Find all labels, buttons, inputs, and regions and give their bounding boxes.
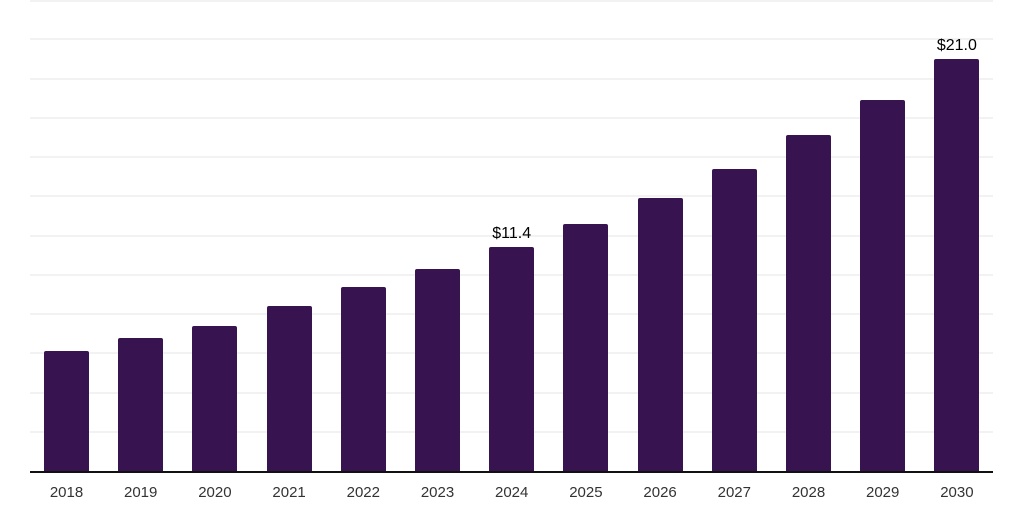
- bar-2030: [934, 58, 980, 471]
- gridline: [30, 195, 993, 198]
- bar-2026: [637, 198, 683, 471]
- x-tick-2019: 2019: [124, 484, 158, 501]
- x-tick-2029: 2029: [866, 484, 900, 501]
- bar-2027: [711, 168, 757, 471]
- bar-2019: [118, 337, 164, 471]
- gridline: [30, 156, 993, 158]
- x-axis-labels: 2018 2019 2020 2021 2022 2023 2024 2025 2026 2027…: [30, 481, 993, 511]
- bar-2022: [340, 286, 386, 471]
- bar-2029: [860, 100, 906, 471]
- data-label-2024: $11.4: [492, 225, 532, 243]
- x-tick-2025: 2025: [569, 484, 603, 501]
- gridline: [30, 0, 993, 2]
- x-tick-2018: 2018: [49, 484, 84, 501]
- x-tick-2027: 2027: [717, 484, 751, 501]
- x-tick-2023: 2023: [420, 484, 455, 501]
- gridline: [30, 77, 993, 80]
- bar-2024: [489, 247, 535, 471]
- bar-2023: [415, 268, 460, 471]
- x-tick-2022: 2022: [346, 484, 380, 501]
- x-tick-2030: 2030: [940, 484, 974, 501]
- x-tick-2026: 2026: [643, 484, 677, 501]
- data-label-2030: $21.0: [936, 36, 977, 54]
- bar-2020: [192, 325, 238, 471]
- gridline: [30, 116, 993, 119]
- gridline: [30, 38, 993, 41]
- bar-2025: [563, 223, 609, 471]
- bar-2021: [266, 306, 312, 471]
- plot-area: $11.4 $21.0: [30, 0, 993, 473]
- x-tick-2024: 2024: [495, 484, 529, 501]
- bar-2018: [44, 351, 89, 471]
- x-tick-2021: 2021: [272, 484, 306, 501]
- bar-2028: [786, 135, 831, 471]
- x-tick-2028: 2028: [791, 484, 826, 501]
- x-tick-2020: 2020: [198, 484, 232, 501]
- gridline: [30, 234, 993, 237]
